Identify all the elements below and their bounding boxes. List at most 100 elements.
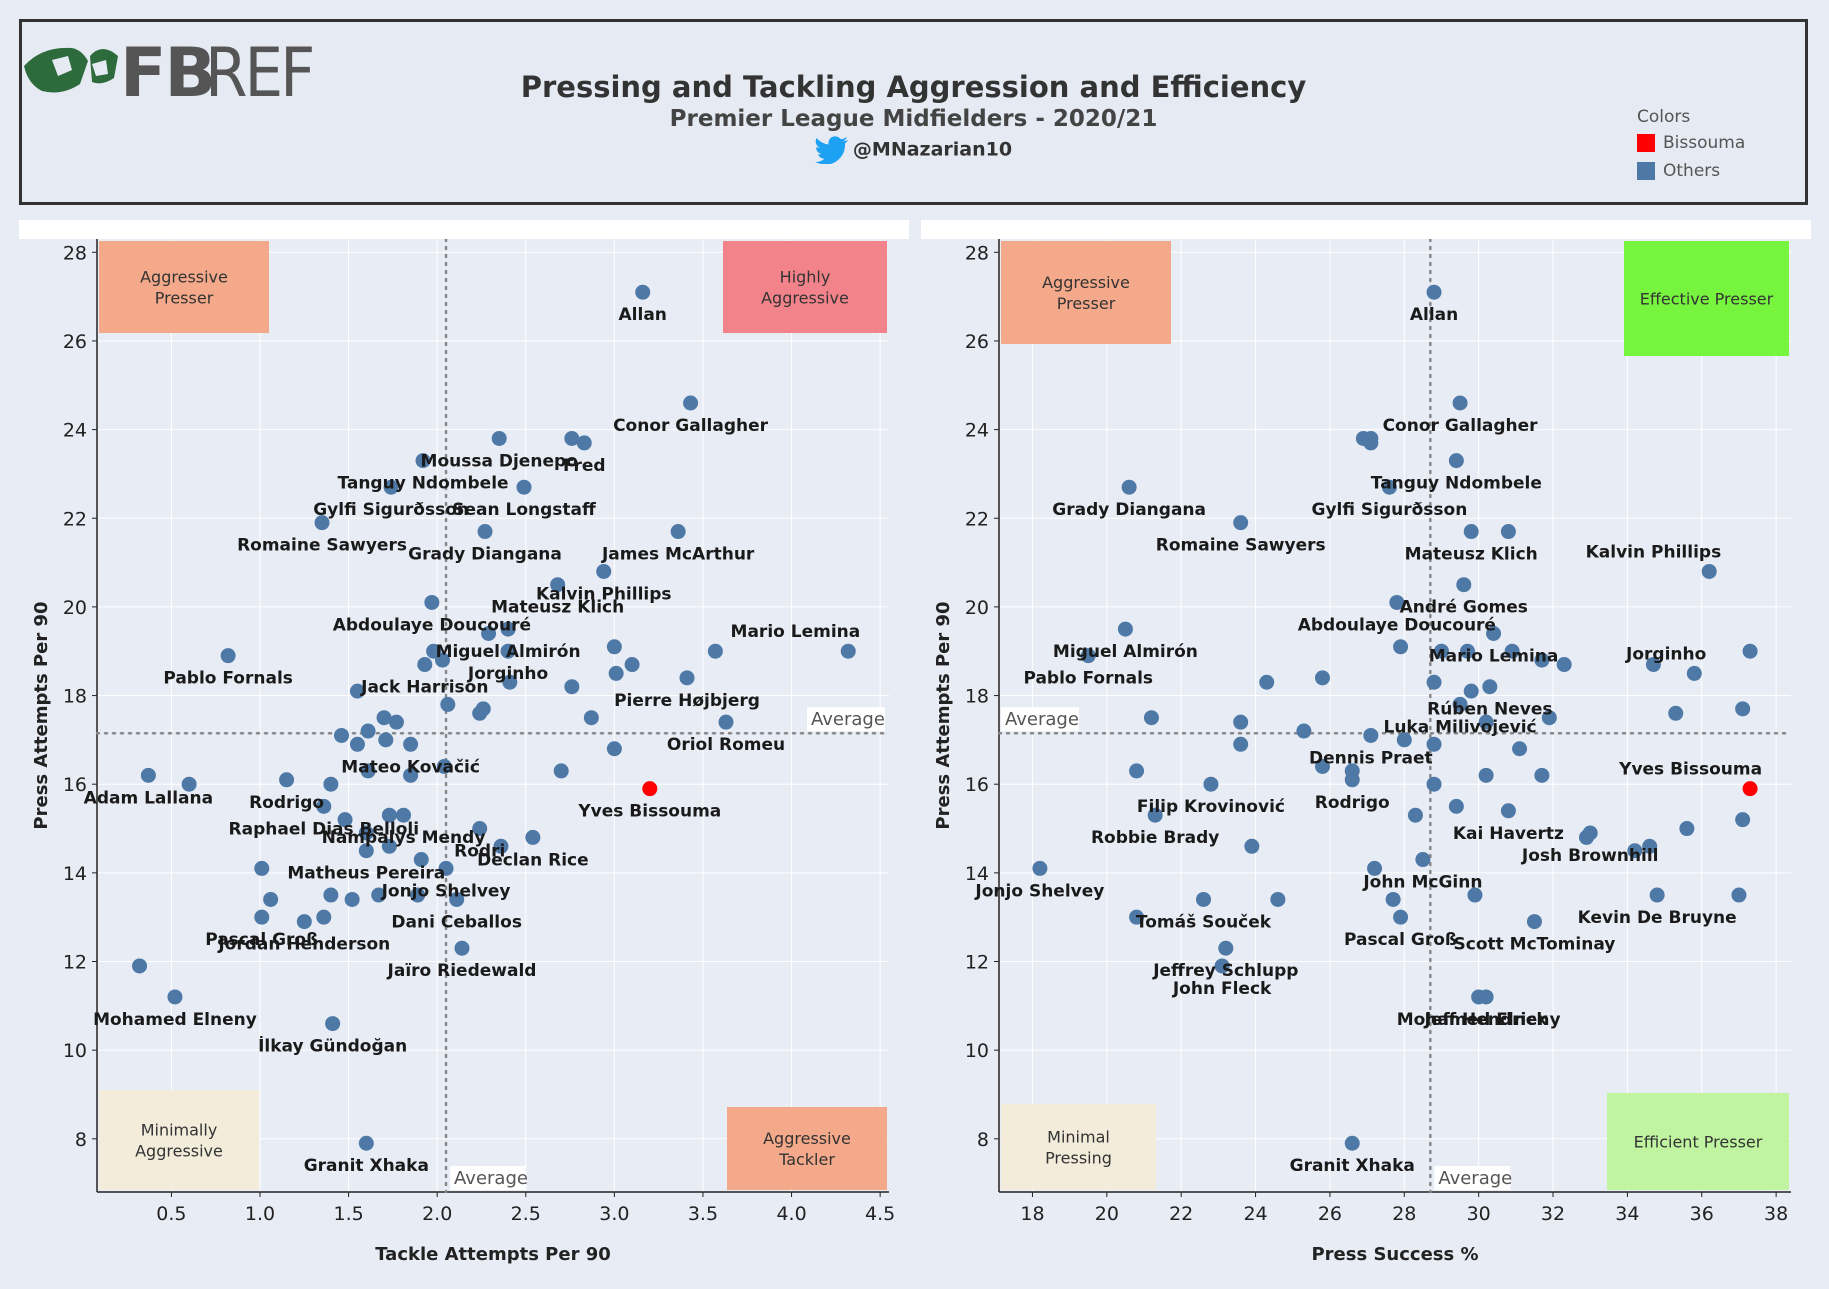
average-x-label-bg [1434, 1166, 1511, 1190]
average-y-label: Average [807, 707, 885, 732]
point-abdoulaye-doucoure [424, 594, 440, 610]
label-miguel-almiron: Miguel Almirón [1053, 642, 1198, 662]
x-tick-label: 22 [1169, 1203, 1193, 1225]
y-tick-label: 26 [965, 331, 989, 353]
x-tick-label: 2.0 [422, 1203, 452, 1225]
legend-item-bissouma: Bissouma [1637, 133, 1745, 153]
point [1504, 643, 1520, 659]
point-granit-xhaka [1344, 1135, 1360, 1151]
y-tick-label: 22 [63, 508, 87, 530]
point [608, 665, 624, 681]
quadrant-box-top-right: Effective Presser [1624, 241, 1789, 356]
x-tick-label: 34 [1615, 1203, 1639, 1225]
y-tick-label: 22 [965, 508, 989, 530]
label-filip-krovinovic: Filip Krovinović [1137, 797, 1285, 817]
label-romaine-sawyers: Romaine Sawyers [237, 536, 407, 556]
average-x-label: Average [1434, 1166, 1512, 1190]
legend-item-others: Others [1637, 161, 1745, 181]
tackle-vs-press-chart: AggressivePresserHighlyAggressiveMinimal… [31, 239, 895, 1265]
quadrant-box-bg [723, 241, 887, 333]
label-kevin-de-bruyne: Kevin De Bruyne [1578, 908, 1737, 928]
quadrant-box-label: Presser [155, 289, 214, 308]
point [1679, 821, 1695, 837]
point [1129, 763, 1145, 779]
point-miguel-almiron [1117, 621, 1133, 637]
point-yves-bissouma [1742, 781, 1758, 797]
point [360, 763, 376, 779]
y-tick-label: 10 [63, 1040, 87, 1062]
fbref-logo-ball-icon [24, 47, 118, 93]
label-mateusz-klich: Mateusz Klich [491, 598, 624, 618]
label-andre-gomes: André Gomes [1400, 598, 1528, 618]
y-tick-label: 12 [965, 952, 989, 974]
point-james-mcarthur [670, 524, 686, 540]
quadrant-box-bg [99, 241, 269, 333]
x-tick-label: 1.5 [333, 1203, 363, 1225]
point [358, 825, 374, 841]
label-ruben-neves: Rúben Neves [1427, 700, 1552, 720]
point [349, 683, 365, 699]
average-x-label-text: Average [454, 1168, 528, 1189]
point-allan [1426, 284, 1442, 300]
point [1578, 829, 1594, 845]
point-jeffrey-schlupp [1218, 940, 1234, 956]
point-romaine-sawyers [1233, 515, 1249, 531]
point [316, 909, 332, 925]
legend-label-others: Others [1663, 161, 1721, 181]
label-mohamed-elneny: Mohamed Elneny [93, 1010, 257, 1030]
point [181, 776, 197, 792]
point-ilkay-gundogan [325, 1016, 341, 1032]
point [564, 430, 580, 446]
quadrant-box-bg [1607, 1093, 1789, 1190]
x-tick-label: 1.0 [245, 1203, 275, 1225]
point [263, 891, 279, 907]
label-adam-lallana: Adam Lallana [84, 788, 213, 808]
point [381, 807, 397, 823]
point-andre-gomes [1456, 577, 1472, 593]
quadrant-box-bottom-right: Efficient Presser [1607, 1093, 1789, 1190]
point [323, 887, 339, 903]
label-tomas-soucek: Tomáš Souček [1136, 912, 1272, 932]
point-filip-krovinovic [1203, 776, 1219, 792]
point [1731, 887, 1747, 903]
quadrant-box-bg [1001, 241, 1171, 344]
point [553, 763, 569, 779]
point-yves-bissouma [642, 781, 658, 797]
point [1448, 798, 1464, 814]
legend-swatch-others [1637, 162, 1655, 180]
point-gylfi-sigursson [383, 479, 399, 495]
quadrant-box-label: Minimal [1047, 1128, 1110, 1147]
point-mohamed-elneny [1471, 989, 1487, 1005]
gridlines [97, 239, 889, 1192]
point-matheus-pereira [358, 843, 374, 859]
point-kai-havertz [1500, 803, 1516, 819]
legend: Colors Bissouma Others [1637, 107, 1745, 189]
point-john-mcginn [1415, 852, 1431, 868]
y-tick-label: 12 [63, 952, 87, 974]
quadrant-box-label: Effective Presser [1640, 290, 1774, 309]
y-tick-label: 10 [965, 1040, 989, 1062]
quadrant-box-label: Presser [1057, 294, 1116, 313]
point [1534, 652, 1550, 668]
point [1407, 807, 1423, 823]
label-romaine-sawyers: Romaine Sawyers [1156, 536, 1326, 556]
quadrant-box-label: Tackler [778, 1150, 835, 1169]
x-tick-label: 28 [1392, 1203, 1416, 1225]
chart-title: Pressing and Tackling Aggression and Eff… [520, 70, 1307, 104]
label-pierre-hjbjerg: Pierre Højbjerg [614, 691, 760, 711]
quadrant-box-label: Efficient Presser [1634, 1133, 1763, 1152]
point [381, 838, 397, 854]
point-jorginho [500, 643, 516, 659]
label-pablo-fornals: Pablo Fornals [1023, 669, 1153, 689]
point-dennis-praet [1363, 727, 1379, 743]
label-granit-xhaka: Granit Xhaka [1290, 1156, 1415, 1176]
label-granit-xhaka: Granit Xhaka [304, 1156, 429, 1176]
data-labels: Allan Conor Gallagher Tanguy Ndombele Grady… [974, 305, 1762, 1176]
quadrant-box-top-left: Aggressive Presser [1001, 241, 1171, 344]
point [1534, 767, 1550, 783]
fbref-logo: FB REF [24, 34, 315, 113]
point-fred [576, 435, 592, 451]
point [1642, 838, 1658, 854]
point [1259, 674, 1275, 690]
average-x-label-bg [450, 1166, 527, 1190]
